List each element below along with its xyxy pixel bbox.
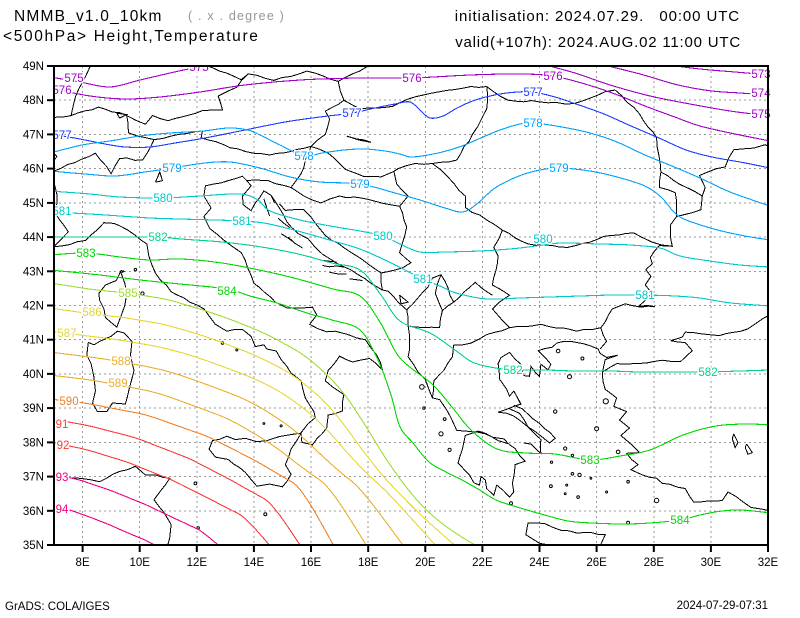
svg-text:GrADS: COLA/IGES: GrADS: COLA/IGES	[5, 601, 110, 613]
svg-text:32E: 32E	[758, 557, 779, 569]
svg-text:93: 93	[56, 472, 69, 484]
svg-text:584: 584	[670, 515, 690, 527]
svg-text:580: 580	[153, 193, 172, 205]
svg-text:581: 581	[232, 216, 251, 228]
svg-text:20E: 20E	[415, 557, 436, 569]
svg-text:583: 583	[76, 248, 95, 260]
svg-text:35N: 35N	[23, 540, 44, 552]
svg-text:2024-07-29-07:31: 2024-07-29-07:31	[677, 600, 768, 612]
svg-text:581: 581	[52, 206, 71, 218]
svg-text:8E: 8E	[76, 557, 90, 569]
svg-text:575: 575	[189, 62, 208, 74]
svg-text:91: 91	[56, 419, 69, 431]
svg-text:22E: 22E	[472, 557, 493, 569]
svg-text:initialisation: 2024.07.29.: initialisation: 2024.07.29. 00:00 UTC	[455, 8, 740, 25]
svg-text:39N: 39N	[23, 403, 44, 415]
svg-text:579: 579	[162, 163, 181, 175]
svg-text:40N: 40N	[23, 369, 44, 381]
svg-text:582: 582	[503, 365, 522, 377]
svg-text:573: 573	[751, 69, 770, 81]
svg-text:47N: 47N	[23, 129, 44, 141]
svg-text:577: 577	[52, 130, 71, 142]
svg-text:45N: 45N	[23, 198, 44, 210]
svg-text:581: 581	[413, 274, 432, 286]
svg-text:582: 582	[148, 232, 167, 244]
svg-text:18E: 18E	[358, 557, 379, 569]
svg-text:44N: 44N	[23, 232, 44, 244]
svg-text:583: 583	[580, 455, 599, 467]
svg-text:576: 576	[402, 73, 421, 85]
svg-text:36N: 36N	[23, 506, 44, 518]
svg-text:576: 576	[543, 71, 562, 83]
svg-text:589: 589	[108, 378, 127, 390]
svg-text:587: 587	[57, 328, 76, 340]
svg-text:37N: 37N	[23, 472, 44, 484]
svg-text:575: 575	[751, 109, 770, 121]
svg-text:585: 585	[118, 288, 137, 300]
svg-text:49N: 49N	[23, 61, 44, 73]
svg-text:16E: 16E	[301, 557, 322, 569]
svg-text:578: 578	[294, 151, 313, 163]
svg-text:26E: 26E	[586, 557, 607, 569]
svg-text:( . x . degree ): ( . x . degree )	[188, 9, 285, 23]
svg-text:NMMB_v1.0_10km: NMMB_v1.0_10km	[14, 8, 163, 25]
svg-text:10E: 10E	[129, 557, 150, 569]
svg-text:<500hPa> Height,Temperature: <500hPa> Height,Temperature	[3, 28, 260, 45]
svg-text:588: 588	[111, 356, 130, 368]
svg-text:574: 574	[751, 88, 771, 100]
svg-text:579: 579	[549, 163, 568, 175]
svg-text:581: 581	[635, 290, 654, 302]
svg-text:46N: 46N	[23, 164, 44, 176]
svg-text:24E: 24E	[529, 557, 550, 569]
svg-text:94: 94	[56, 504, 69, 516]
svg-text:584: 584	[217, 286, 237, 298]
svg-text:575: 575	[64, 73, 83, 85]
svg-text:579: 579	[350, 179, 369, 191]
svg-text:577: 577	[523, 87, 542, 99]
svg-text:41N: 41N	[23, 335, 44, 347]
svg-text:576: 576	[52, 85, 71, 97]
svg-text:586: 586	[82, 307, 101, 319]
svg-text:577: 577	[342, 108, 361, 120]
svg-text:38N: 38N	[23, 437, 44, 449]
svg-text:580: 580	[373, 231, 392, 243]
svg-text:30E: 30E	[701, 557, 722, 569]
svg-text:14E: 14E	[244, 557, 265, 569]
svg-text:28E: 28E	[644, 557, 665, 569]
svg-text:580: 580	[533, 234, 552, 246]
svg-text:43N: 43N	[23, 266, 44, 278]
svg-text:48N: 48N	[23, 95, 44, 107]
svg-text:12E: 12E	[187, 557, 208, 569]
svg-text:valid(+107h): 2024.AUG.02 11:0: valid(+107h): 2024.AUG.02 11:00 UTC	[455, 34, 741, 51]
svg-text:578: 578	[523, 118, 542, 130]
svg-text:590: 590	[59, 396, 78, 408]
svg-text:42N: 42N	[23, 301, 44, 313]
svg-text:582: 582	[698, 367, 717, 379]
svg-text:92: 92	[57, 440, 70, 452]
